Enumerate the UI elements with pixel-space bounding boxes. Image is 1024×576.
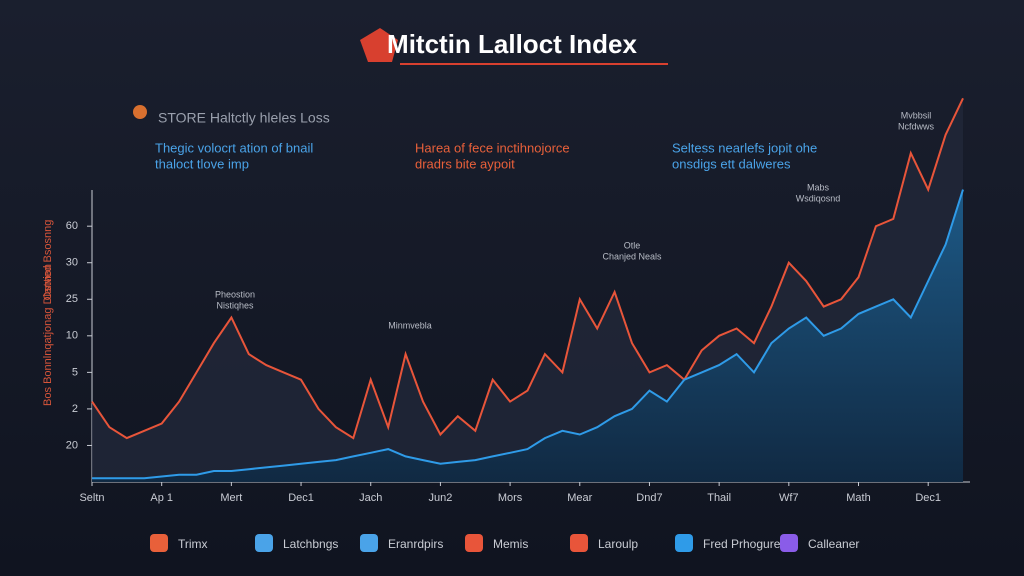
note: thaloct tlove imp (155, 156, 249, 171)
annotation: Mvbbsil (901, 110, 932, 120)
line (92, 189, 964, 480)
x-tick-label: Dec1 (915, 492, 941, 504)
toolbar-item[interactable]: Calleaner (808, 537, 859, 551)
chart-title: Mitctin Lalloct Index (387, 29, 637, 59)
note: Thegic volocrt ation of bnail (155, 140, 313, 155)
x-tick-label: Dec1 (288, 492, 314, 504)
toolbar-item[interactable]: Trimx (178, 537, 208, 551)
toolbar-item[interactable]: Memis (493, 537, 528, 551)
toolbar-icon (465, 534, 483, 552)
x-tick-label: Mors (498, 492, 523, 504)
annotation: Minmvebla (388, 320, 432, 330)
toolbar-icon (360, 534, 378, 552)
annotation: Nistiqhes (216, 300, 254, 310)
note: Harea of fece inctihnojorce (415, 140, 570, 155)
annotation: Wsdiqosnd (796, 193, 841, 203)
x-tick-label: Jach (359, 492, 382, 504)
x-tick-label: Wf7 (779, 492, 799, 504)
line (91, 97, 964, 440)
x-tick-label: Math (846, 492, 870, 504)
subtitle: STORE Haltctly hleles Loss (158, 110, 330, 126)
y-tick-label: 30 (66, 257, 78, 269)
toolbar-icon (780, 534, 798, 552)
y-tick-label: 20 (66, 439, 78, 451)
annotation: Pheostion (215, 289, 255, 299)
subtitle-icon (133, 105, 147, 119)
x-tick-label: Ap 1 (150, 492, 173, 504)
area-fill (92, 189, 964, 482)
y-tick-label: 60 (66, 220, 78, 232)
y-tick-label: 25 (66, 293, 78, 305)
toolbar-item[interactable]: Fred Prhogure (703, 537, 781, 551)
toolbar-icon (570, 534, 588, 552)
annotation: Ncfdwws (898, 121, 935, 131)
note: dradrs bite aypoit (415, 156, 515, 171)
y-label-2: Ostved Bsosnng (42, 220, 54, 301)
toolbar-icon (675, 534, 693, 552)
annotation: Chanjed Neals (602, 251, 662, 261)
toolbar-item[interactable]: Eranrdpirs (388, 537, 443, 551)
x-tick-label: Seltn (79, 492, 104, 504)
logo (360, 28, 398, 62)
toolbar-item[interactable]: Latchbngs (283, 537, 338, 551)
note: onsdigs ett dalweres (672, 156, 791, 171)
x-tick-label: Mear (567, 492, 592, 504)
toolbar-item[interactable]: Laroulp (598, 537, 638, 551)
y-label: Bos Bonnlnqatjonag Dlantion (42, 264, 54, 406)
x-tick-label: Dnd7 (636, 492, 662, 504)
toolbar-icon (150, 534, 168, 552)
note: Seltess nearlefs jopit ohe (672, 140, 817, 155)
y-tick-label: 2 (72, 403, 78, 415)
x-tick-label: Thail (707, 492, 731, 504)
x-tick-label: Jun2 (428, 492, 452, 504)
x-tick-label: Mert (220, 492, 242, 504)
toolbar-icon (255, 534, 273, 552)
annotation: Mabs (807, 182, 830, 192)
y-tick-label: 10 (66, 330, 78, 342)
y-tick-label: 5 (72, 366, 78, 378)
annotation: Otle (624, 240, 641, 250)
